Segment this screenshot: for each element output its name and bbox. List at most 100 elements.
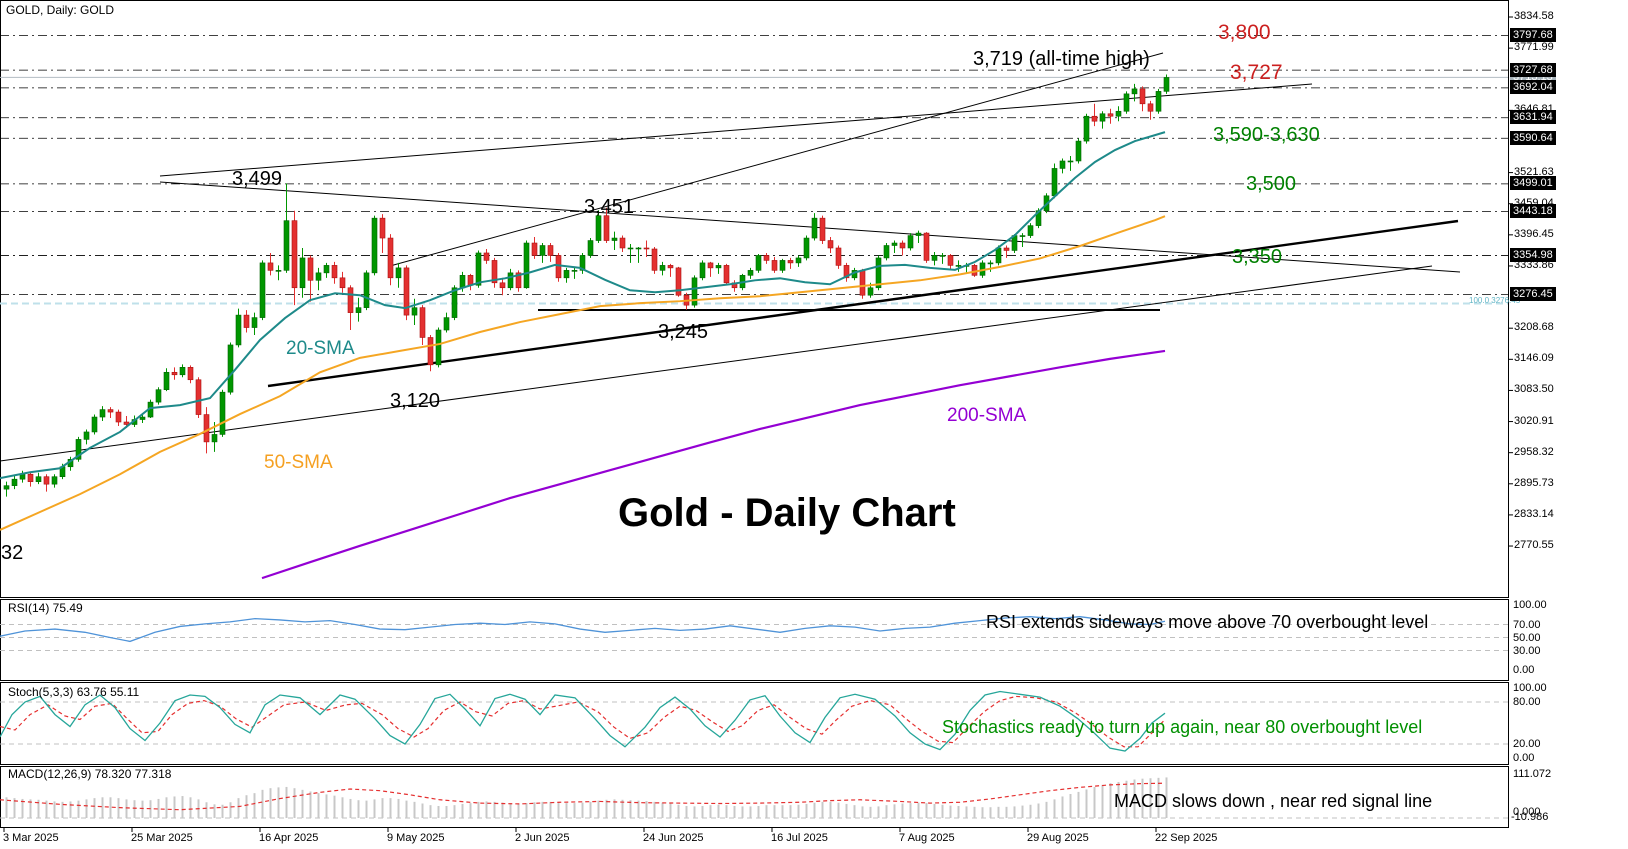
thick-ascending-support (267, 219, 1459, 388)
candle-body (411, 307, 418, 316)
candle-body (459, 275, 466, 289)
candle-body (1059, 160, 1066, 169)
candle-body (619, 237, 626, 249)
price-tick-label: 3521.63 (1514, 165, 1554, 178)
date-tick-label: 7 Aug 2025 (899, 832, 955, 844)
candle-body (859, 270, 866, 296)
macd-scale-max-label: 111.072 (1513, 768, 1552, 780)
candle-body (323, 265, 330, 274)
candle-body (155, 389, 162, 403)
macd-signal-line (0, 782, 1166, 811)
candle-body (579, 255, 586, 271)
candle-body (187, 367, 194, 381)
candle-body (635, 247, 642, 250)
rsi-scale-label: 30.00 (1513, 644, 1541, 657)
candle-body (595, 215, 602, 241)
candle-body (611, 237, 618, 241)
candle-body (451, 287, 458, 318)
rsi-indicator-header: RSI(14) 75.49 (8, 601, 83, 615)
rsi-scale-label: 70.00 (1513, 618, 1541, 631)
candle-body (491, 260, 498, 284)
candle-body (371, 217, 378, 274)
candle-body (843, 265, 850, 279)
price-tick-label: 3396.45 (1514, 227, 1554, 240)
candle-body (347, 287, 354, 313)
candle-body (275, 270, 282, 272)
price-tick-label: 2895.73 (1514, 476, 1554, 489)
candle-body (75, 439, 82, 460)
stoch-annotation: Stochastics ready to turn up again, near… (942, 717, 1423, 737)
candle-body (227, 344, 234, 393)
candle-body (1051, 168, 1058, 197)
candle-body (571, 270, 578, 272)
candle-body (891, 242, 898, 246)
candle-body (427, 337, 434, 366)
candle-body (99, 409, 106, 418)
candle-body (867, 287, 874, 296)
rsi-scale-label: 100.00 (1513, 599, 1547, 611)
price-level-axis-label: 3727.68 (1510, 62, 1556, 77)
sma50-line (0, 215, 1166, 531)
candle-body (715, 265, 722, 269)
stoch-d-line (0, 695, 1166, 748)
price-level-axis-label: 3590.64 (1510, 130, 1556, 145)
descending-line-from-3499 (159, 181, 1461, 273)
candle-body (515, 272, 522, 289)
date-tick-label: 22 Sep 2025 (1155, 832, 1218, 844)
all-time-high-label: 3,719 (all-time high) (973, 48, 1150, 70)
candle-body (123, 421, 130, 425)
candle-body (555, 255, 562, 279)
candle-body (507, 272, 514, 289)
rsi-annotation: RSI extends sideways move above 70 overb… (986, 612, 1429, 632)
price-level-axis-label: 3276.45 (1510, 287, 1556, 301)
candle-body (899, 242, 906, 249)
candle-body (1083, 115, 1090, 142)
fibonacci-level-label: 100.0 3276.45 (1469, 296, 1521, 305)
candle-body (675, 267, 682, 296)
sma200-line (261, 349, 1166, 580)
resistance-label-3800: 3,800 (1218, 21, 1271, 44)
price-level-axis-label: 3797.68 (1510, 27, 1556, 42)
rsi-panel-border (0, 599, 1509, 681)
candle-body (691, 277, 698, 306)
candle-body (259, 262, 266, 318)
candle-body (787, 260, 794, 264)
date-tick-label: 16 Jul 2025 (771, 832, 828, 844)
stoch-scale-label: 100.00 (1513, 682, 1547, 694)
candle-body (419, 307, 426, 338)
candle-body (587, 240, 594, 256)
candle-body (1139, 88, 1146, 105)
candle-body (3, 485, 10, 490)
candle-body (1003, 247, 1010, 251)
candle-body (211, 434, 218, 443)
candle-body (651, 248, 658, 271)
candle-body (91, 416, 98, 433)
candle-body (835, 247, 842, 266)
candle-body (1147, 103, 1154, 112)
chart-watermark-title: Gold - Daily Chart (618, 491, 956, 535)
candle-body (915, 232, 922, 236)
macd-scale-zero-label: 0.000 (1513, 806, 1541, 818)
price-tick-label: 3333.86 (1514, 258, 1554, 271)
candle-body (523, 242, 530, 289)
candle-body (771, 260, 778, 271)
stoch-k-line (0, 690, 1166, 752)
candle-body (1027, 225, 1034, 236)
candle-body (43, 476, 50, 485)
candle-body (435, 329, 442, 366)
sma200-label: 200-SMA (947, 405, 1027, 426)
price-tick-label: 3834.58 (1514, 9, 1554, 22)
candle-body (243, 314, 250, 328)
price-tick-label: 3208.68 (1514, 321, 1554, 334)
clipped-level-label-32: 32 (1, 542, 24, 564)
main-panel-border (0, 0, 1509, 598)
candle-body (659, 265, 666, 271)
date-tick-label: 16 Apr 2025 (259, 832, 319, 844)
candle-body (747, 270, 754, 276)
candle-body (987, 262, 994, 265)
candle-body (139, 416, 146, 420)
date-tick-label: 29 Aug 2025 (1027, 832, 1089, 844)
date-tick-label: 9 May 2025 (387, 832, 445, 844)
date-tick-label: 25 Mar 2025 (131, 832, 193, 844)
